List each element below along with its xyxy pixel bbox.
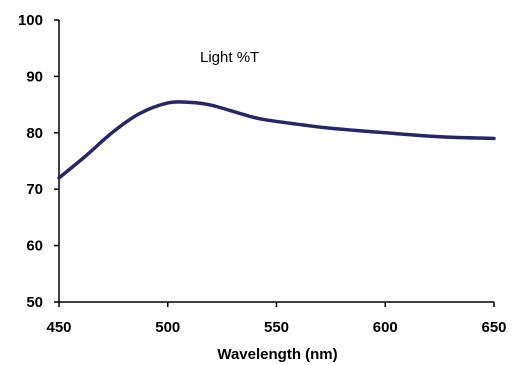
x-tick-label: 650: [481, 319, 506, 336]
y-tick-label: 80: [26, 125, 43, 142]
series-line-light-transmittance: [57, 100, 496, 180]
series-layer: [57, 100, 496, 180]
x-tick-label: 500: [155, 319, 180, 336]
annotation-light-transmittance: Light %T: [200, 49, 259, 66]
axes: [58, 20, 494, 303]
y-tick-label: 60: [26, 238, 43, 255]
x-ticks: 450 500 550 600 650: [46, 302, 507, 336]
x-axis-title: Wavelength (nm): [217, 346, 337, 363]
y-tick-label: 50: [26, 294, 43, 311]
y-tick-label: 90: [26, 68, 43, 85]
y-ticks: 50 60 70 80 90 100: [18, 12, 59, 311]
x-tick-label: 550: [264, 319, 289, 336]
y-tick-label: 70: [26, 181, 43, 198]
x-tick-label: 450: [46, 319, 71, 336]
x-tick-label: 600: [373, 319, 398, 336]
y-tick-label: 100: [18, 12, 43, 29]
